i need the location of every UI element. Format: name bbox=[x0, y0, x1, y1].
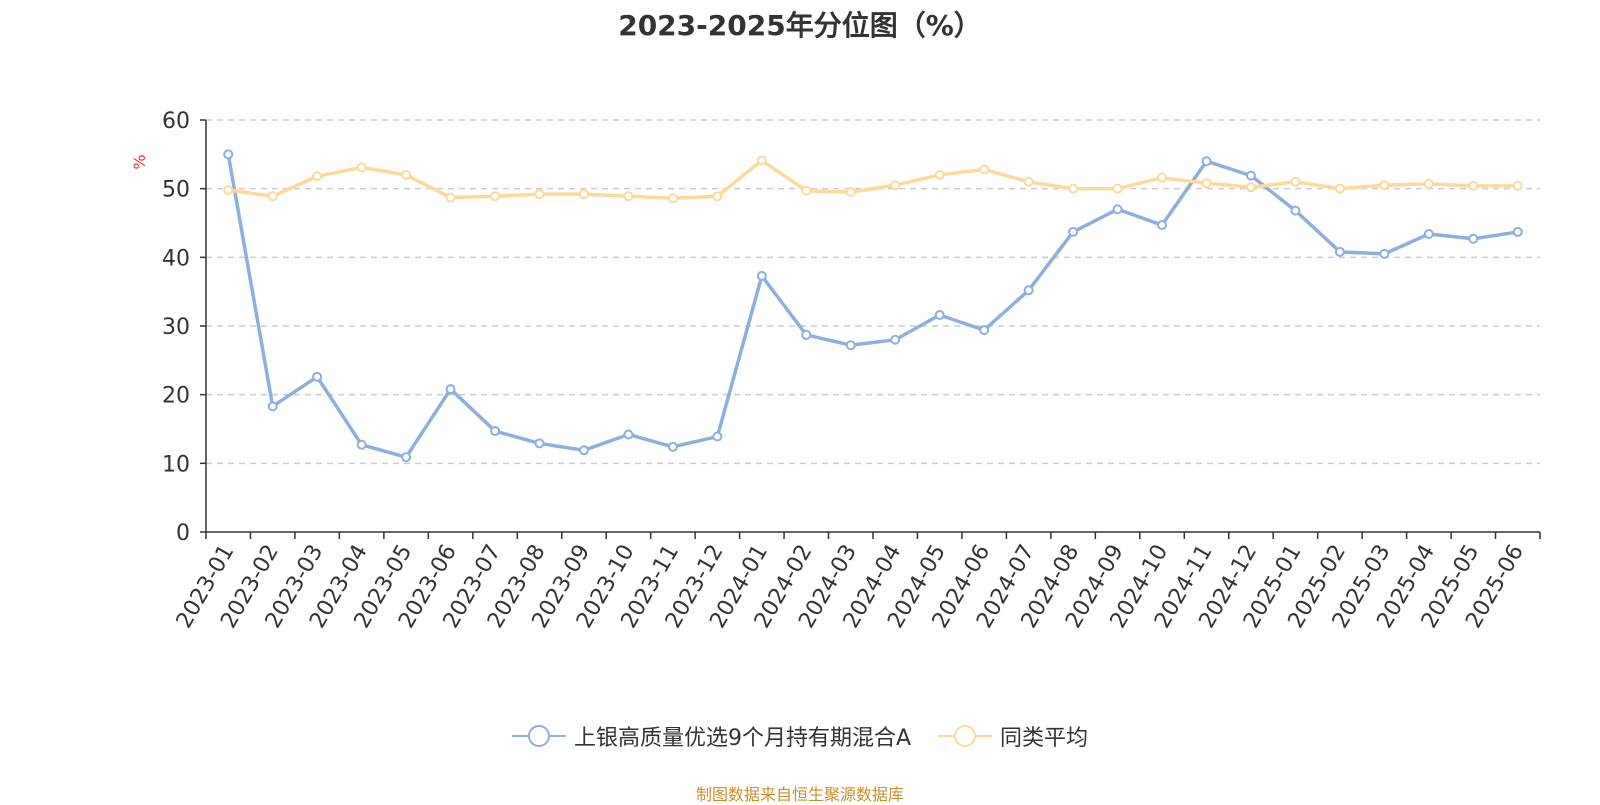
data-point bbox=[490, 191, 501, 202]
data-point bbox=[756, 270, 767, 281]
y-tick-label: 20 bbox=[162, 384, 190, 409]
data-point bbox=[1334, 246, 1345, 257]
data-point bbox=[890, 334, 901, 345]
series-line bbox=[226, 154, 1519, 459]
data-point bbox=[267, 191, 278, 202]
legend-line-circle-icon bbox=[938, 725, 993, 747]
line-chart: 01020304050602023-012023-022023-032023-0… bbox=[130, 109, 1541, 633]
y-tick-label: 30 bbox=[162, 315, 190, 340]
data-point bbox=[1112, 183, 1123, 194]
data-point bbox=[1157, 220, 1168, 231]
y-tick-label: 50 bbox=[162, 178, 190, 203]
data-point bbox=[1290, 205, 1301, 216]
data-point bbox=[578, 445, 589, 456]
grid-lines bbox=[206, 119, 1540, 465]
data-point bbox=[267, 401, 278, 412]
data-point bbox=[1245, 170, 1256, 181]
legend-item-fund[interactable]: 上银高质量优选9个月持有期混合A bbox=[511, 720, 912, 752]
data-point bbox=[1379, 180, 1390, 191]
data-point bbox=[1423, 228, 1434, 239]
data-point bbox=[445, 384, 456, 395]
legend: 上银高质量优选9个月持有期混合A 同类平均 bbox=[0, 720, 1600, 755]
data-point bbox=[356, 162, 367, 173]
data-point bbox=[1512, 180, 1523, 191]
series-line bbox=[227, 158, 1518, 201]
legend-item-peer-average[interactable]: 同类平均 bbox=[938, 720, 1088, 752]
data-point bbox=[934, 169, 945, 180]
data-point bbox=[845, 187, 856, 198]
data-point bbox=[845, 340, 856, 351]
data-point bbox=[979, 325, 990, 336]
data-point bbox=[801, 185, 812, 196]
series-1 bbox=[223, 155, 1523, 204]
y-tick-label: 60 bbox=[162, 109, 190, 134]
data-point bbox=[1201, 178, 1212, 189]
data-point bbox=[623, 191, 634, 202]
data-point bbox=[578, 189, 589, 200]
legend-line-circle-icon bbox=[511, 725, 566, 747]
data-point bbox=[445, 192, 456, 203]
data-point bbox=[1468, 233, 1479, 244]
data-point bbox=[667, 193, 678, 204]
data-point bbox=[490, 426, 501, 437]
data-point bbox=[1290, 176, 1301, 187]
data-point bbox=[1023, 176, 1034, 187]
data-point bbox=[1112, 204, 1123, 215]
data-point bbox=[223, 185, 234, 196]
data-point bbox=[1334, 183, 1345, 194]
data-point bbox=[890, 180, 901, 191]
data-point bbox=[1157, 172, 1168, 183]
data-point bbox=[401, 169, 412, 180]
data-point bbox=[1023, 285, 1034, 296]
data-point bbox=[401, 452, 412, 463]
y-tick-label: 40 bbox=[162, 246, 190, 271]
data-point bbox=[1512, 226, 1523, 237]
data-point bbox=[756, 155, 767, 166]
y-tick-label: 10 bbox=[162, 452, 190, 477]
data-point bbox=[1201, 156, 1212, 167]
data-point bbox=[1068, 183, 1079, 194]
data-point bbox=[1468, 180, 1479, 191]
chart-title: 2023-2025年分位图（%） bbox=[618, 9, 982, 42]
data-point bbox=[1379, 248, 1390, 259]
series bbox=[223, 149, 1523, 463]
data-point bbox=[1245, 182, 1256, 193]
data-point bbox=[1068, 226, 1079, 237]
data-point bbox=[356, 439, 367, 450]
data-source-note: 制图数据来自恒生聚源数据库 bbox=[695, 785, 904, 804]
series-0 bbox=[223, 149, 1523, 463]
data-point bbox=[712, 191, 723, 202]
data-point bbox=[312, 371, 323, 382]
y-tick-label: 0 bbox=[176, 521, 190, 546]
legend-label-fund: 上银高质量优选9个月持有期混合A bbox=[573, 726, 912, 751]
data-point bbox=[623, 429, 634, 440]
data-point bbox=[934, 310, 945, 321]
data-point bbox=[1423, 178, 1434, 189]
data-point bbox=[712, 431, 723, 442]
data-point bbox=[534, 189, 545, 200]
data-point bbox=[667, 441, 678, 452]
legend-label-peer-average: 同类平均 bbox=[1000, 726, 1089, 751]
data-point bbox=[312, 171, 323, 182]
y-axis-unit-label: % bbox=[130, 154, 149, 169]
data-point bbox=[979, 164, 990, 175]
data-point bbox=[223, 149, 234, 160]
data-point bbox=[801, 329, 812, 340]
data-point bbox=[534, 438, 545, 449]
